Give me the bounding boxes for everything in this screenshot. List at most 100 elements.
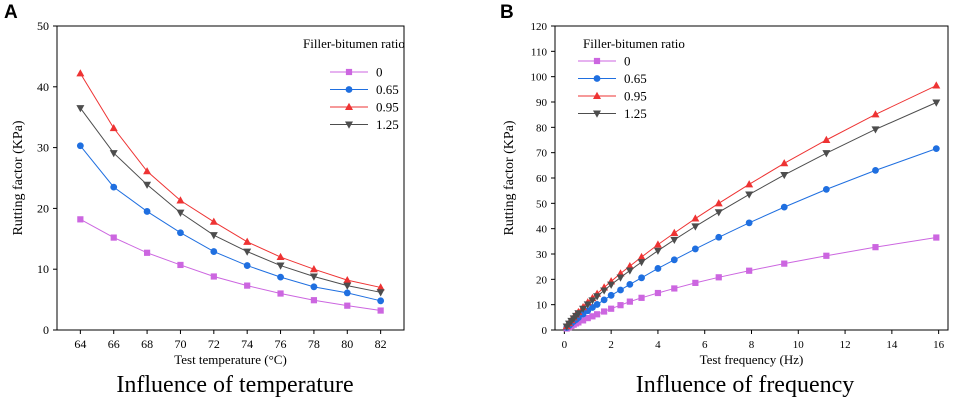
data-point bbox=[780, 171, 789, 180]
x-tick-label: 14 bbox=[886, 339, 898, 351]
legend-item-0: 0 bbox=[330, 65, 383, 80]
y-tick-label: 40 bbox=[536, 224, 548, 236]
series-0-95 bbox=[76, 69, 385, 291]
data-point bbox=[715, 274, 722, 281]
data-point bbox=[745, 219, 753, 227]
series-line bbox=[566, 148, 937, 328]
data-point bbox=[343, 289, 351, 297]
data-point bbox=[626, 298, 633, 305]
data-point bbox=[714, 209, 723, 217]
data-point bbox=[617, 302, 624, 309]
x-tick-label: 16 bbox=[933, 339, 945, 351]
legend-marker bbox=[345, 86, 353, 93]
data-point bbox=[76, 69, 85, 77]
data-point bbox=[309, 265, 318, 273]
legend: Filler-bitumen ratio 0 0.65 0.95 1.25 bbox=[578, 36, 685, 121]
data-point bbox=[589, 313, 596, 320]
x-tick-label: 68 bbox=[141, 337, 153, 351]
data-point bbox=[626, 281, 634, 288]
data-point bbox=[625, 261, 634, 270]
data-point bbox=[109, 150, 118, 158]
data-point bbox=[745, 191, 754, 199]
data-point bbox=[638, 294, 645, 301]
legend-marker bbox=[345, 121, 353, 129]
data-point bbox=[932, 81, 941, 89]
x-tick-label: 76 bbox=[275, 337, 287, 351]
data-point bbox=[715, 233, 723, 241]
data-point bbox=[637, 259, 646, 267]
data-point bbox=[177, 261, 184, 269]
series-0 bbox=[77, 216, 384, 314]
series-0-65 bbox=[76, 142, 385, 305]
y-tick-label: 10 bbox=[536, 300, 548, 312]
data-point bbox=[579, 317, 587, 324]
data-point bbox=[243, 262, 251, 269]
data-point bbox=[617, 286, 624, 294]
series-line bbox=[79, 73, 381, 288]
data-point bbox=[933, 234, 940, 241]
x-tick-label: 64 bbox=[74, 337, 86, 351]
data-point bbox=[276, 262, 285, 270]
data-point bbox=[638, 274, 645, 282]
data-point bbox=[625, 267, 634, 275]
legend-marker bbox=[593, 57, 601, 65]
x-tick-label: 82 bbox=[375, 337, 387, 351]
legend-title: Filler-bitumen ratio bbox=[303, 36, 405, 51]
data-point bbox=[210, 273, 217, 280]
data-point bbox=[600, 287, 609, 295]
x-tick-label: 66 bbox=[108, 337, 120, 351]
data-point bbox=[575, 319, 582, 326]
data-point bbox=[276, 252, 285, 261]
legend-label: 0.65 bbox=[376, 82, 399, 97]
data-point bbox=[579, 305, 588, 313]
data-point bbox=[691, 223, 700, 231]
data-point bbox=[781, 260, 788, 267]
data-point bbox=[593, 293, 602, 301]
data-point bbox=[593, 301, 601, 308]
series-line bbox=[79, 107, 381, 293]
x-tick-label: 78 bbox=[308, 337, 320, 351]
y-tick-label: 0 bbox=[542, 325, 548, 337]
data-point bbox=[746, 267, 753, 274]
y-tick-label: 20 bbox=[536, 274, 548, 286]
x-tick-label: 80 bbox=[341, 337, 353, 351]
data-point bbox=[76, 142, 84, 150]
y-tick-label: 120 bbox=[531, 21, 548, 33]
data-point bbox=[600, 296, 608, 304]
chart-panel-a: A 64 66 68 70 72 74 76 78 80 82 0 10 20 30 40 50 Test tem… bbox=[4, 2, 405, 398]
data-point bbox=[780, 159, 789, 167]
data-point bbox=[343, 275, 352, 284]
x-axis-label: Test frequency (Hz) bbox=[700, 352, 804, 367]
data-point bbox=[310, 283, 318, 291]
series-line bbox=[80, 218, 381, 312]
data-point bbox=[822, 150, 831, 158]
data-point bbox=[376, 289, 385, 297]
data-point bbox=[377, 297, 385, 305]
data-point bbox=[872, 167, 879, 174]
y-tick-label: 0 bbox=[43, 323, 49, 337]
data-point bbox=[344, 302, 351, 309]
x-tick-label: 6 bbox=[702, 339, 708, 351]
data-point bbox=[143, 208, 151, 215]
y-tick-label: 50 bbox=[37, 19, 49, 33]
legend-label: 0.65 bbox=[624, 71, 647, 86]
data-point bbox=[714, 199, 723, 207]
series-line bbox=[79, 145, 381, 302]
data-point bbox=[584, 314, 591, 322]
series-1-25 bbox=[562, 99, 941, 331]
y-tick-label: 70 bbox=[536, 148, 548, 160]
data-point bbox=[616, 274, 625, 282]
y-tick-label: 10 bbox=[37, 262, 49, 276]
legend-marker bbox=[593, 91, 601, 99]
legend-marker bbox=[345, 68, 353, 76]
data-point bbox=[210, 248, 218, 255]
data-point bbox=[872, 244, 879, 251]
legend-marker bbox=[593, 75, 601, 82]
data-point bbox=[309, 273, 318, 281]
x-tick-label: 70 bbox=[174, 337, 186, 351]
legend-item-0-65: 0.65 bbox=[330, 82, 399, 97]
y-tick-label: 30 bbox=[37, 141, 49, 155]
y-tick-label: 50 bbox=[536, 198, 548, 210]
x-tick-label: 0 bbox=[562, 339, 568, 351]
